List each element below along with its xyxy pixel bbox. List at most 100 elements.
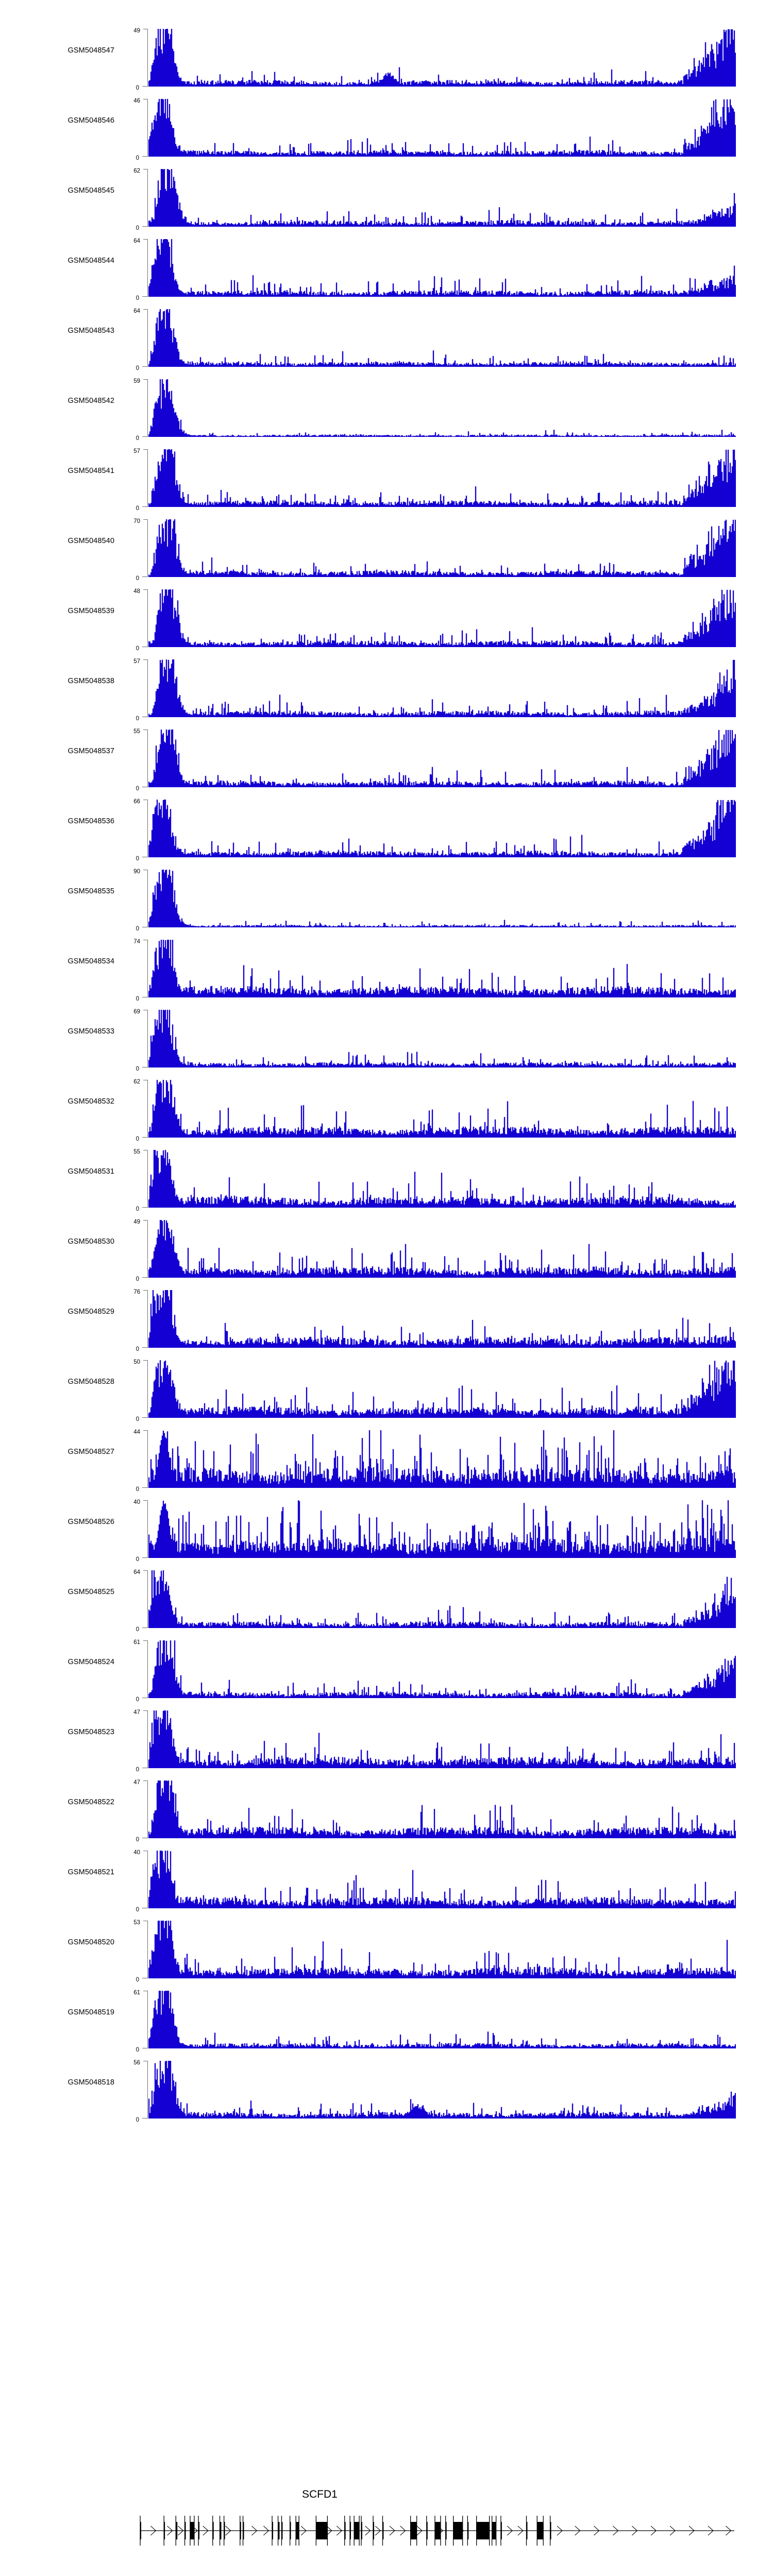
coverage-plot[interactable] xyxy=(148,1710,736,1768)
coverage-plot[interactable] xyxy=(148,659,736,717)
coverage-track[interactable]: GSM5048535 90 0 xyxy=(0,863,773,934)
track-axis-line xyxy=(147,940,148,997)
coverage-plot[interactable] xyxy=(148,309,736,367)
gene-exon xyxy=(140,2522,141,2539)
coverage-track[interactable]: GSM5048542 59 0 xyxy=(0,373,773,443)
coverage-track[interactable]: GSM5048545 62 0 xyxy=(0,163,773,233)
coverage-track[interactable]: GSM5048523 47 0 xyxy=(0,1704,773,1774)
coverage-plot[interactable] xyxy=(148,1570,736,1628)
track-label: GSM5048537 xyxy=(68,747,114,755)
coverage-plot[interactable] xyxy=(148,99,736,157)
coverage-plot[interactable] xyxy=(148,1921,736,1978)
coverage-track[interactable]: GSM5048530 49 0 xyxy=(0,1214,773,1284)
coverage-plot[interactable] xyxy=(148,1430,736,1488)
coverage-track[interactable]: GSM5048532 62 0 xyxy=(0,1074,773,1144)
coverage-plot[interactable] xyxy=(148,2061,736,2119)
coverage-plot[interactable] xyxy=(148,1500,736,1558)
coverage-plot[interactable] xyxy=(148,169,736,227)
track-axis-line xyxy=(147,1640,148,1698)
track-axis-min: 0 xyxy=(136,365,139,371)
coverage-plot[interactable] xyxy=(148,449,736,507)
track-label: GSM5048546 xyxy=(68,116,114,125)
coverage-track[interactable]: GSM5048520 53 0 xyxy=(0,1914,773,1985)
coverage-plot[interactable] xyxy=(148,1010,736,1067)
coverage-plot[interactable] xyxy=(148,519,736,577)
coverage-plot[interactable] xyxy=(148,239,736,297)
track-label: GSM5048538 xyxy=(68,677,114,685)
coverage-track[interactable]: GSM5048538 57 0 xyxy=(0,653,773,723)
coverage-track[interactable]: GSM5048518 56 0 xyxy=(0,2055,773,2125)
coverage-track[interactable]: GSM5048543 64 0 xyxy=(0,303,773,373)
coverage-plot[interactable] xyxy=(148,1150,736,1208)
coverage-plot[interactable] xyxy=(148,1360,736,1418)
coverage-track[interactable]: GSM5048539 48 0 xyxy=(0,583,773,653)
coverage-plot[interactable] xyxy=(148,1640,736,1698)
coverage-histogram xyxy=(148,1290,736,1348)
coverage-track[interactable]: GSM5048534 74 0 xyxy=(0,934,773,1004)
track-axis-min-wrap: 0 xyxy=(0,1554,139,1564)
exon-boundary-tick xyxy=(327,2516,328,2546)
coverage-plot[interactable] xyxy=(148,589,736,647)
track-axis-max-wrap: 56 xyxy=(0,2058,140,2067)
coverage-plot[interactable] xyxy=(148,1080,736,1138)
track-axis-tick xyxy=(142,1137,148,1138)
coverage-plot[interactable] xyxy=(148,379,736,437)
coverage-plot[interactable] xyxy=(148,1851,736,1908)
coverage-track[interactable]: GSM5048544 64 0 xyxy=(0,233,773,303)
track-axis-max-wrap: 44 xyxy=(0,1427,140,1436)
track-axis-tick xyxy=(142,1417,148,1418)
track-axis-line xyxy=(147,589,148,647)
coverage-track[interactable]: GSM5048527 44 0 xyxy=(0,1424,773,1494)
gene-exon xyxy=(500,2522,502,2539)
track-axis-max-wrap: 74 xyxy=(0,937,140,946)
coverage-plot[interactable] xyxy=(148,29,736,87)
coverage-track[interactable]: GSM5048524 61 0 xyxy=(0,1634,773,1704)
coverage-plot[interactable] xyxy=(148,1290,736,1348)
coverage-plot[interactable] xyxy=(148,1781,736,1838)
coverage-plot[interactable] xyxy=(148,730,736,787)
coverage-histogram xyxy=(148,239,736,297)
track-axis-min: 0 xyxy=(136,225,139,231)
track-axis-line xyxy=(147,1430,148,1488)
coverage-track[interactable]: GSM5048531 55 0 xyxy=(0,1144,773,1214)
track-axis-tick xyxy=(143,169,148,170)
coverage-track[interactable]: GSM5048547 49 0 xyxy=(0,23,773,93)
track-axis-line xyxy=(147,1010,148,1067)
track-axis-max-wrap: 57 xyxy=(0,656,140,666)
track-axis-max-wrap: 64 xyxy=(0,1567,140,1577)
coverage-track[interactable]: GSM5048526 40 0 xyxy=(0,1494,773,1564)
coverage-plot[interactable] xyxy=(148,800,736,857)
track-axis-max: 48 xyxy=(133,588,140,595)
coverage-track[interactable]: GSM5048528 50 0 xyxy=(0,1354,773,1424)
coverage-track[interactable]: GSM5048522 47 0 xyxy=(0,1774,773,1844)
coverage-plot[interactable] xyxy=(148,1220,736,1278)
coverage-track[interactable]: GSM5048519 61 0 xyxy=(0,1985,773,2055)
track-axis-min: 0 xyxy=(136,505,139,512)
gene-exon xyxy=(212,2522,214,2539)
coverage-track[interactable]: GSM5048536 66 0 xyxy=(0,793,773,863)
track-label: GSM5048522 xyxy=(68,1798,114,1806)
track-axis-min: 0 xyxy=(136,435,139,442)
track-axis-line xyxy=(147,449,148,507)
coverage-track[interactable]: GSM5048533 69 0 xyxy=(0,1004,773,1074)
coverage-track[interactable]: GSM5048540 70 0 xyxy=(0,513,773,583)
strand-arrow-icon xyxy=(575,2526,581,2536)
track-axis-line xyxy=(147,99,148,157)
coverage-plot[interactable] xyxy=(148,870,736,927)
track-axis-max-wrap: 48 xyxy=(0,586,140,596)
coverage-track[interactable]: GSM5048537 55 0 xyxy=(0,723,773,793)
coverage-plot[interactable] xyxy=(148,940,736,997)
coverage-plot[interactable] xyxy=(148,1991,736,2048)
coverage-track[interactable]: GSM5048541 57 0 xyxy=(0,443,773,513)
track-axis-max: 56 xyxy=(133,2060,140,2066)
track-axis-min: 0 xyxy=(136,1346,139,1352)
gene-annotation-track[interactable]: SCFD1 xyxy=(0,2488,773,2555)
coverage-track[interactable]: GSM5048529 76 0 xyxy=(0,1284,773,1354)
coverage-track[interactable]: GSM5048521 40 0 xyxy=(0,1844,773,1914)
track-axis-min-wrap: 0 xyxy=(0,1484,139,1494)
coverage-track[interactable]: GSM5048525 64 0 xyxy=(0,1564,773,1634)
coverage-track[interactable]: GSM5048546 46 0 xyxy=(0,93,773,163)
coverage-histogram xyxy=(148,169,736,227)
track-label: GSM5048518 xyxy=(68,2078,114,2087)
